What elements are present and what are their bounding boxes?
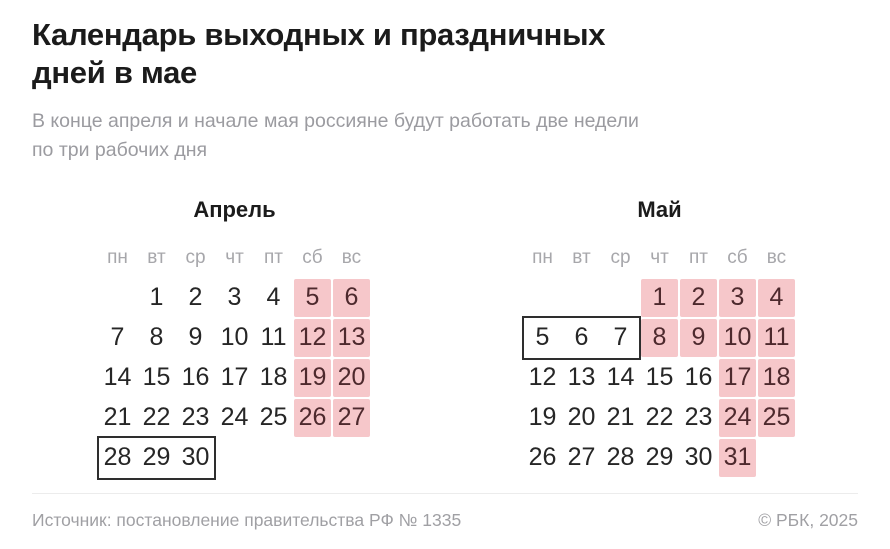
- date-cell: 19: [528, 403, 557, 432]
- weekday-label: вт: [147, 246, 166, 268]
- date-cell: 12: [528, 363, 557, 392]
- date-cell-holiday: 9: [680, 318, 717, 357]
- subtitle-line-1: В конце апреля и начале мая россияне буд…: [32, 110, 639, 133]
- weekday-label: пн: [107, 246, 128, 268]
- date-cell-holiday: 8: [641, 318, 678, 357]
- date-cell: 14: [103, 363, 132, 392]
- copyright: © РБК, 2025: [758, 510, 858, 530]
- date-cell: 30: [684, 443, 713, 472]
- date-cell: 23: [684, 403, 713, 432]
- content: Календарь выходных и праздничных дней в м…: [32, 16, 858, 480]
- weekday-label: пт: [264, 246, 283, 268]
- date-cell-holiday: 5: [294, 278, 331, 317]
- calendar-may: Май пн вт ср чт пт сб вс 1 2 3 4 5 6 7 8 9 10 11 12 13 14 15 1…: [522, 196, 795, 477]
- footer: Источник: постановление правительства РФ…: [32, 493, 858, 549]
- date-cell: 20: [567, 403, 596, 432]
- calendar-grid-may: пн вт ср чт пт сб вс 1 2 3 4 5 6 7 8 9 10 11 12 13 14 15 16 17 1…: [522, 239, 795, 477]
- date-cell: 30: [181, 443, 210, 472]
- title-line-2: дней в мае: [32, 55, 197, 91]
- page-title: Календарь выходных и праздничных дней в м…: [32, 16, 858, 92]
- date-cell: 15: [645, 363, 674, 392]
- weekday-label: пн: [532, 246, 553, 268]
- subtitle-line-2: по три рабочих дня: [32, 138, 208, 161]
- date-cell: 17: [220, 363, 249, 392]
- source-note: Источник: постановление правительства РФ…: [32, 510, 462, 530]
- date-cell-holiday: 2: [680, 278, 717, 317]
- date-cell-holiday: 6: [333, 278, 370, 317]
- date-cell: 1: [149, 283, 164, 312]
- date-cell-holiday: 13: [333, 318, 370, 357]
- date-cell-holiday: 10: [719, 318, 756, 357]
- weekday-label: вс: [766, 246, 787, 268]
- empty-cell: [524, 279, 561, 317]
- date-cell: 29: [142, 443, 171, 472]
- date-cell: 26: [528, 443, 557, 472]
- weekday-label: ср: [610, 246, 631, 268]
- date-cell: 2: [188, 283, 203, 312]
- date-cell: 22: [142, 403, 171, 432]
- date-cell: 3: [227, 283, 242, 312]
- date-cell-holiday: 27: [333, 398, 370, 437]
- date-cell: 7: [110, 323, 125, 352]
- date-cell: 4: [266, 283, 281, 312]
- weekday-label: чт: [650, 246, 669, 268]
- weekday-label: вт: [572, 246, 591, 268]
- date-cell: 21: [103, 403, 132, 432]
- date-cell-holiday: 11: [758, 318, 795, 357]
- weekday-label: ср: [185, 246, 206, 268]
- empty-cell: [99, 279, 136, 317]
- date-cell-holiday: 26: [294, 398, 331, 437]
- date-cell-holiday: 17: [719, 358, 756, 397]
- weekday-label: сб: [727, 246, 748, 268]
- date-cell-holiday: 12: [294, 318, 331, 357]
- date-cell: 8: [149, 323, 164, 352]
- subtitle: В конце апреля и начале мая россияне буд…: [32, 107, 858, 164]
- date-cell: 28: [103, 443, 132, 472]
- date-cell: 9: [188, 323, 203, 352]
- date-cell: 21: [606, 403, 635, 432]
- date-cell-holiday: 3: [719, 278, 756, 317]
- calendar-april: Апрель пн вт ср чт пт сб вс 1 2 3 4 5 6 7 8 9 10 11 12 13 14…: [97, 196, 370, 480]
- weekday-label: чт: [225, 246, 244, 268]
- date-cell: 28: [606, 443, 635, 472]
- date-cell: 5: [535, 323, 550, 352]
- calendars-row: Апрель пн вт ср чт пт сб вс 1 2 3 4 5 6 7 8 9 10 11 12 13 14…: [97, 196, 858, 480]
- weekday-label: пт: [689, 246, 708, 268]
- date-cell: 22: [645, 403, 674, 432]
- empty-cell: [563, 279, 600, 317]
- date-cell-holiday: 18: [758, 358, 795, 397]
- month-title-may: Май: [637, 196, 682, 222]
- date-cell-holiday: 4: [758, 278, 795, 317]
- date-cell: 18: [259, 363, 288, 392]
- calendar-grid-april: пн вт ср чт пт сб вс 1 2 3 4 5 6 7 8 9 10 11 12 13 14 15 16 17 1…: [97, 239, 370, 480]
- month-title-april: Апрель: [193, 196, 276, 222]
- date-cell: 7: [613, 323, 628, 352]
- date-cell: 27: [567, 443, 596, 472]
- title-line-1: Календарь выходных и праздничных: [32, 17, 606, 52]
- weekday-label: сб: [302, 246, 323, 268]
- date-cell-holiday: 25: [758, 398, 795, 437]
- date-cell: 6: [574, 323, 589, 352]
- weekday-label: вс: [341, 246, 362, 268]
- date-cell: 24: [220, 403, 249, 432]
- date-cell: 25: [259, 403, 288, 432]
- date-cell: 15: [142, 363, 171, 392]
- date-cell-holiday: 1: [641, 278, 678, 317]
- empty-cell: [602, 279, 639, 317]
- date-cell: 11: [260, 323, 287, 352]
- date-cell: 16: [181, 363, 210, 392]
- date-cell: 13: [567, 363, 596, 392]
- date-cell: 23: [181, 403, 210, 432]
- date-cell-holiday: 24: [719, 398, 756, 437]
- date-cell: 16: [684, 363, 713, 392]
- date-cell-holiday: 20: [333, 358, 370, 397]
- date-cell-holiday: 31: [719, 438, 756, 477]
- date-cell: 14: [606, 363, 635, 392]
- date-cell: 10: [220, 323, 249, 352]
- date-cell: 29: [645, 443, 674, 472]
- date-cell-holiday: 19: [294, 358, 331, 397]
